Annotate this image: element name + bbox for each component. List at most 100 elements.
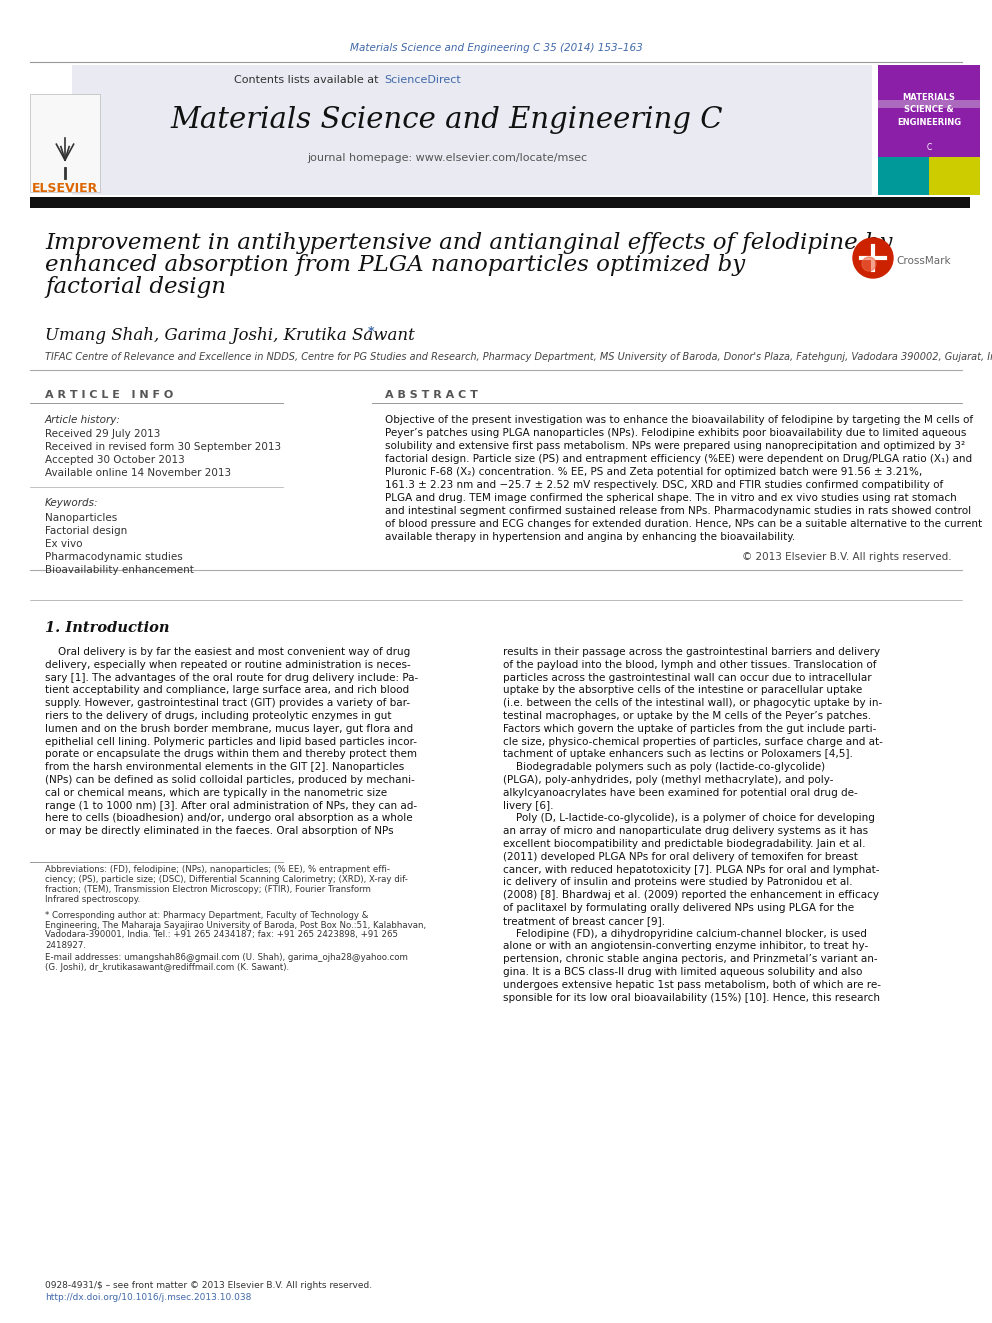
Text: alone or with an angiotensin-converting enzyme inhibitor, to treat hy-: alone or with an angiotensin-converting …: [503, 942, 868, 951]
Text: (2011) developed PLGA NPs for oral delivery of temoxifen for breast: (2011) developed PLGA NPs for oral deliv…: [503, 852, 858, 861]
Text: Objective of the present investigation was to enhance the bioavailability of fel: Objective of the present investigation w…: [385, 415, 973, 425]
Text: solubility and extensive first pass metabolism. NPs were prepared using nanoprec: solubility and extensive first pass meta…: [385, 441, 965, 451]
Text: riers to the delivery of drugs, including proteolytic enzymes in gut: riers to the delivery of drugs, includin…: [45, 710, 392, 721]
Text: particles across the gastrointestinal wall can occur due to intracellular: particles across the gastrointestinal wa…: [503, 672, 872, 683]
Text: PLGA and drug. TEM image confirmed the spherical shape. The in vitro and ex vivo: PLGA and drug. TEM image confirmed the s…: [385, 493, 956, 503]
Text: 2418927.: 2418927.: [45, 941, 86, 950]
Text: factorial design: factorial design: [45, 277, 226, 298]
Text: tachment of uptake enhancers such as lectins or Poloxamers [4,5].: tachment of uptake enhancers such as lec…: [503, 749, 853, 759]
Text: testinal macrophages, or uptake by the M cells of the Peyer’s patches.: testinal macrophages, or uptake by the M…: [503, 710, 871, 721]
Text: an array of micro and nanoparticulate drug delivery systems as it has: an array of micro and nanoparticulate dr…: [503, 826, 868, 836]
Text: Biodegradable polymers such as poly (lactide-co-glycolide): Biodegradable polymers such as poly (lac…: [503, 762, 825, 773]
Text: ciency; (PS), particle size; (DSC), Differential Scanning Calorimetry; (XRD), X-: ciency; (PS), particle size; (DSC), Diff…: [45, 876, 408, 885]
Text: gina. It is a BCS class-II drug with limited aqueous solubility and also: gina. It is a BCS class-II drug with lim…: [503, 967, 862, 976]
Text: results in their passage across the gastrointestinal barriers and delivery: results in their passage across the gast…: [503, 647, 880, 658]
Text: (G. Joshi), dr_krutikasawant@rediffmail.com (K. Sawant).: (G. Joshi), dr_krutikasawant@rediffmail.…: [45, 963, 289, 972]
Text: Factorial design: Factorial design: [45, 527, 127, 536]
Text: lumen and on the brush border membrane, mucus layer, gut flora and: lumen and on the brush border membrane, …: [45, 724, 413, 734]
Text: http://dx.doi.org/10.1016/j.msec.2013.10.038: http://dx.doi.org/10.1016/j.msec.2013.10…: [45, 1294, 251, 1303]
Text: sponsible for its low oral bioavailability (15%) [10]. Hence, this research: sponsible for its low oral bioavailabili…: [503, 992, 880, 1003]
Text: livery [6].: livery [6].: [503, 800, 554, 811]
Text: cle size, physico-chemical properties of particles, surface charge and at-: cle size, physico-chemical properties of…: [503, 737, 883, 746]
Text: enhanced absorption from PLGA nanoparticles optimized by: enhanced absorption from PLGA nanopartic…: [45, 254, 745, 277]
Text: delivery, especially when repeated or routine administration is neces-: delivery, especially when repeated or ro…: [45, 660, 411, 669]
Text: Accepted 30 October 2013: Accepted 30 October 2013: [45, 455, 185, 464]
Text: CrossMark: CrossMark: [896, 255, 950, 266]
Text: Ex vivo: Ex vivo: [45, 538, 82, 549]
Text: Poly (D, L-lactide-co-glycolide), is a polymer of choice for developing: Poly (D, L-lactide-co-glycolide), is a p…: [503, 814, 875, 823]
Text: Improvement in antihypertensive and antianginal effects of felodipine by: Improvement in antihypertensive and anti…: [45, 232, 893, 254]
Text: Contents lists available at: Contents lists available at: [234, 75, 382, 85]
Text: (NPs) can be defined as solid colloidal particles, produced by mechani-: (NPs) can be defined as solid colloidal …: [45, 775, 415, 785]
Text: here to cells (bioadhesion) and/or, undergo oral absorption as a whole: here to cells (bioadhesion) and/or, unde…: [45, 814, 413, 823]
Circle shape: [853, 238, 893, 278]
Text: C: C: [927, 143, 931, 152]
Text: (i.e. between the cells of the intestinal wall), or phagocytic uptake by in-: (i.e. between the cells of the intestina…: [503, 699, 882, 708]
Text: treatment of breast cancer [9].: treatment of breast cancer [9].: [503, 916, 665, 926]
Text: Infrared spectroscopy.: Infrared spectroscopy.: [45, 896, 140, 905]
Text: * Corresponding author at: Pharmacy Department, Faculty of Technology &: * Corresponding author at: Pharmacy Depa…: [45, 910, 368, 919]
Circle shape: [862, 257, 876, 271]
Text: A B S T R A C T: A B S T R A C T: [385, 390, 478, 400]
Text: porate or encapsulate the drugs within them and thereby protect them: porate or encapsulate the drugs within t…: [45, 749, 417, 759]
Text: 161.3 ± 2.23 nm and −25.7 ± 2.52 mV respectively. DSC, XRD and FTIR studies conf: 161.3 ± 2.23 nm and −25.7 ± 2.52 mV resp…: [385, 480, 943, 490]
Text: Keywords:: Keywords:: [45, 497, 98, 508]
Text: TIFAC Centre of Relevance and Excellence in NDDS, Centre for PG Studies and Rese: TIFAC Centre of Relevance and Excellence…: [45, 352, 992, 363]
Text: excellent biocompatibility and predictable biodegradability. Jain et al.: excellent biocompatibility and predictab…: [503, 839, 865, 849]
Text: Pluronic F-68 (X₂) concentration. % EE, PS and Zeta potential for optimized batc: Pluronic F-68 (X₂) concentration. % EE, …: [385, 467, 923, 478]
Text: ic delivery of insulin and proteins were studied by Patronidou et al.: ic delivery of insulin and proteins were…: [503, 877, 853, 888]
Text: (PLGA), poly-anhydrides, poly (methyl methacrylate), and poly-: (PLGA), poly-anhydrides, poly (methyl me…: [503, 775, 833, 785]
Text: alkylcyanoacrylates have been examined for potential oral drug de-: alkylcyanoacrylates have been examined f…: [503, 787, 858, 798]
Text: Received 29 July 2013: Received 29 July 2013: [45, 429, 161, 439]
Bar: [878, 157, 929, 194]
Bar: [72, 65, 872, 194]
Bar: [30, 197, 970, 208]
Text: *: *: [368, 325, 375, 339]
Text: Factors which govern the uptake of particles from the gut include parti-: Factors which govern the uptake of parti…: [503, 724, 876, 734]
Text: of blood pressure and ECG changes for extended duration. Hence, NPs can be a sui: of blood pressure and ECG changes for ex…: [385, 519, 982, 529]
Text: Peyer’s patches using PLGA nanoparticles (NPs). Felodipine exhibits poor bioavai: Peyer’s patches using PLGA nanoparticles…: [385, 429, 966, 438]
Text: cal or chemical means, which are typically in the nanometric size: cal or chemical means, which are typical…: [45, 787, 387, 798]
Text: Pharmacodynamic studies: Pharmacodynamic studies: [45, 552, 183, 562]
Text: cancer, with reduced hepatotoxicity [7]. PLGA NPs for oral and lymphat-: cancer, with reduced hepatotoxicity [7].…: [503, 865, 880, 875]
Text: Article history:: Article history:: [45, 415, 121, 425]
Text: journal homepage: www.elsevier.com/locate/msec: journal homepage: www.elsevier.com/locat…: [307, 153, 587, 163]
Text: factorial design. Particle size (PS) and entrapment efficiency (%EE) were depend: factorial design. Particle size (PS) and…: [385, 454, 972, 464]
Text: Umang Shah, Garima Joshi, Krutika Sawant: Umang Shah, Garima Joshi, Krutika Sawant: [45, 327, 420, 344]
Bar: [878, 65, 980, 194]
Text: sary [1]. The advantages of the oral route for drug delivery include: Pa-: sary [1]. The advantages of the oral rou…: [45, 672, 419, 683]
Text: ELSEVIER: ELSEVIER: [32, 183, 98, 196]
Text: A R T I C L E   I N F O: A R T I C L E I N F O: [45, 390, 174, 400]
Text: 0928-4931/$ – see front matter © 2013 Elsevier B.V. All rights reserved.: 0928-4931/$ – see front matter © 2013 El…: [45, 1281, 372, 1290]
Text: (2008) [8]. Bhardwaj et al. (2009) reported the enhancement in efficacy: (2008) [8]. Bhardwaj et al. (2009) repor…: [503, 890, 879, 900]
Text: 1. Introduction: 1. Introduction: [45, 620, 170, 635]
Text: © 2013 Elsevier B.V. All rights reserved.: © 2013 Elsevier B.V. All rights reserved…: [742, 552, 952, 562]
Text: of paclitaxel by formulating orally delivered NPs using PLGA for the: of paclitaxel by formulating orally deli…: [503, 904, 854, 913]
Bar: [878, 101, 980, 108]
Bar: [878, 157, 980, 194]
Text: Materials Science and Engineering C 35 (2014) 153–163: Materials Science and Engineering C 35 (…: [349, 44, 643, 53]
Text: tient acceptability and compliance, large surface area, and rich blood: tient acceptability and compliance, larg…: [45, 685, 409, 696]
Text: MATERIALS
SCIENCE &
ENGINEERING: MATERIALS SCIENCE & ENGINEERING: [897, 93, 961, 127]
Text: E-mail addresses: umangshah86@gmail.com (U. Shah), garima_ojha28@yahoo.com: E-mail addresses: umangshah86@gmail.com …: [45, 954, 408, 963]
Text: Oral delivery is by far the easiest and most convenient way of drug: Oral delivery is by far the easiest and …: [45, 647, 411, 658]
Text: or may be directly eliminated in the faeces. Oral absorption of NPs: or may be directly eliminated in the fae…: [45, 826, 394, 836]
Bar: [30, 94, 100, 192]
Text: available therapy in hypertension and angina by enhancing the bioavailability.: available therapy in hypertension and an…: [385, 532, 796, 542]
Text: Materials Science and Engineering C: Materials Science and Engineering C: [171, 106, 723, 134]
Text: uptake by the absorptive cells of the intestine or paracellular uptake: uptake by the absorptive cells of the in…: [503, 685, 862, 696]
Text: undergoes extensive hepatic 1st pass metabolism, both of which are re-: undergoes extensive hepatic 1st pass met…: [503, 980, 881, 990]
Text: Nanoparticles: Nanoparticles: [45, 513, 117, 523]
Text: range (1 to 1000 nm) [3]. After oral administration of NPs, they can ad-: range (1 to 1000 nm) [3]. After oral adm…: [45, 800, 417, 811]
Text: Felodipine (FD), a dihydropyridine calcium-channel blocker, is used: Felodipine (FD), a dihydropyridine calci…: [503, 929, 867, 938]
Text: Bioavailability enhancement: Bioavailability enhancement: [45, 565, 193, 576]
Text: supply. However, gastrointestinal tract (GIT) provides a variety of bar-: supply. However, gastrointestinal tract …: [45, 699, 410, 708]
Text: Available online 14 November 2013: Available online 14 November 2013: [45, 468, 231, 478]
Text: Abbreviations: (FD), felodipine; (NPs), nanoparticles; (% EE), % entrapment effi: Abbreviations: (FD), felodipine; (NPs), …: [45, 865, 390, 875]
Text: Received in revised form 30 September 2013: Received in revised form 30 September 20…: [45, 442, 281, 452]
Text: from the harsh environmental elements in the GIT [2]. Nanoparticles: from the harsh environmental elements in…: [45, 762, 405, 773]
Text: of the payload into the blood, lymph and other tissues. Translocation of: of the payload into the blood, lymph and…: [503, 660, 877, 669]
Text: ScienceDirect: ScienceDirect: [384, 75, 460, 85]
Text: pertension, chronic stable angina pectoris, and Prinzmetal’s variant an-: pertension, chronic stable angina pector…: [503, 954, 878, 964]
Text: fraction; (TEM), Transmission Electron Microscopy; (FTIR), Fourier Transform: fraction; (TEM), Transmission Electron M…: [45, 885, 371, 894]
